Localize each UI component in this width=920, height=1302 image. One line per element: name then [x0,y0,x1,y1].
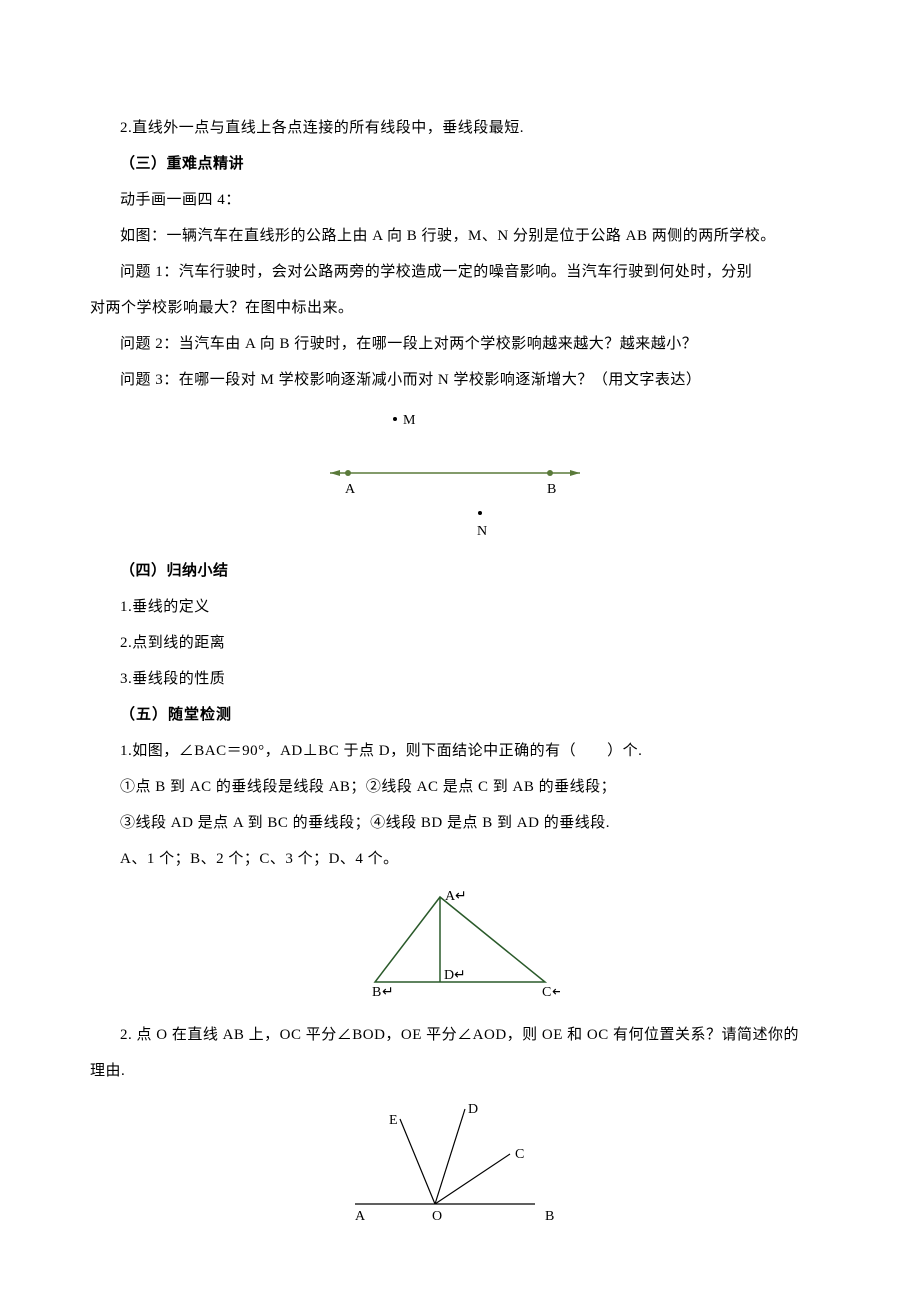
paragraph: 理由. [90,1053,830,1089]
diagram-svg: A B O D E C [345,1099,575,1224]
svg-text:O: O [432,1209,443,1224]
diagram-road-schools: A B M N [90,408,830,543]
paragraph: A、1 个；B、2 个；C、3 个；D、4 个。 [90,841,830,877]
svg-text:E: E [389,1113,398,1128]
svg-text:↵: ↵ [552,985,560,1000]
diagram-svg: A B M N [320,408,600,543]
svg-text:M: M [403,413,416,428]
diagram-angle-bisector: A B O D E C [90,1099,830,1224]
paragraph: 1.如图，∠BAC＝90°，AD⊥BC 于点 D，则下面结论中正确的有（ ）个. [90,733,830,769]
section-heading-4: （四）归纳小结 [90,553,830,589]
paragraph: 2. 点 O 在直线 AB 上，OC 平分∠BOD，OE 平分∠AOD，则 OE… [90,1017,830,1053]
paragraph: 2.点到线的距离 [90,625,830,661]
paragraph: 问题 1：汽车行驶时，会对公路两旁的学校造成一定的噪音影响。当汽车行驶到何处时，… [90,254,830,290]
svg-text:A: A [355,1209,366,1224]
svg-text:↵: ↵ [382,985,394,1000]
diagram-triangle: A↵B↵C↵D↵ [90,887,830,1002]
svg-text:D: D [468,1102,479,1117]
paragraph: 动手画一画四 4： [90,182,830,218]
svg-text:A: A [345,482,356,497]
paragraph: 对两个学校影响最大？在图中标出来。 [90,290,830,326]
paragraph: 1.垂线的定义 [90,589,830,625]
paragraph: 2.直线外一点与直线上各点连接的所有线段中，垂线段最短. [90,110,830,146]
svg-text:B: B [372,985,382,1000]
section-heading-3: （三）重难点精讲 [90,146,830,182]
svg-text:B: B [545,1209,555,1224]
svg-text:N: N [477,524,488,539]
svg-text:B: B [547,482,557,497]
svg-text:↵: ↵ [455,889,467,904]
paragraph: 问题 3：在哪一段对 M 学校影响逐渐减小而对 N 学校影响逐渐增大？（用文字表… [90,362,830,398]
svg-text:C: C [542,985,552,1000]
paragraph: 如图：一辆汽车在直线形的公路上由 A 向 B 行驶，M、N 分别是位于公路 AB… [90,218,830,254]
paragraph: 3.垂线段的性质 [90,661,830,697]
paragraph: ①点 B 到 AC 的垂线段是线段 AB；②线段 AC 是点 C 到 AB 的垂… [90,769,830,805]
paragraph: ③线段 AD 是点 A 到 BC 的垂线段；④线段 BD 是点 B 到 AD 的… [90,805,830,841]
paragraph: 问题 2：当汽车由 A 向 B 行驶时，在哪一段上对两个学校影响越来越大？越来越… [90,326,830,362]
diagram-svg: A↵B↵C↵D↵ [360,887,560,1002]
svg-text:C: C [515,1147,525,1162]
section-heading-5: （五）随堂检测 [90,697,830,733]
svg-text:↵: ↵ [454,968,466,983]
